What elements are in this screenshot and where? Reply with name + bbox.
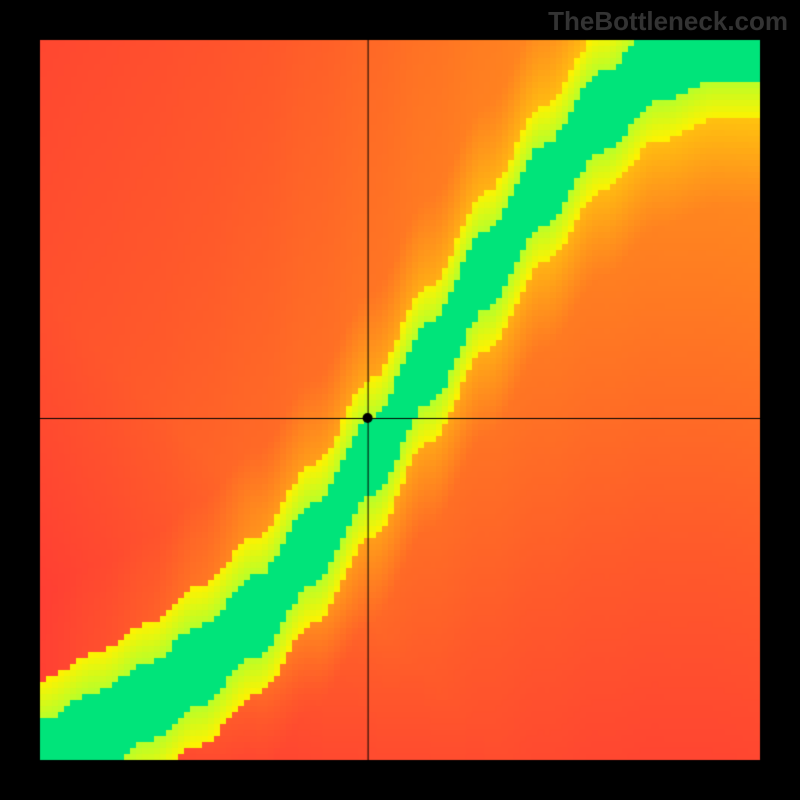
- chart-container: TheBottleneck.com: [0, 0, 800, 800]
- watermark-text: TheBottleneck.com: [548, 6, 788, 37]
- bottleneck-heatmap: [0, 0, 800, 800]
